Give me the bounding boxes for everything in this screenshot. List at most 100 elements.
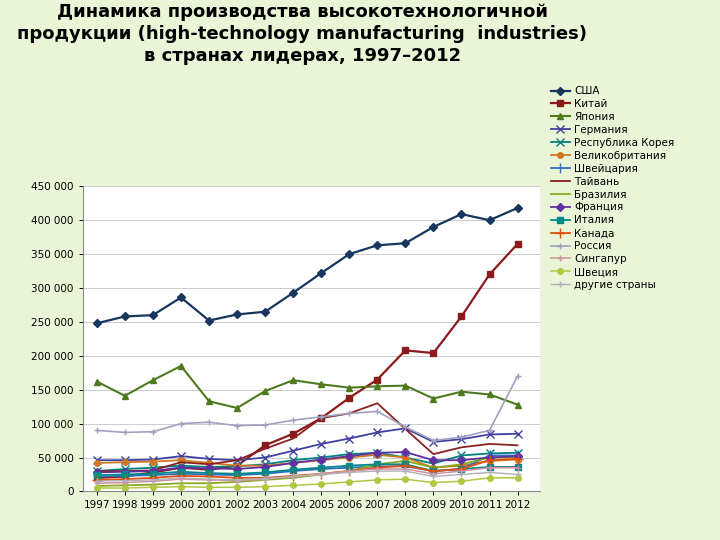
Германия: [148, 456, 157, 463]
Италия: [120, 471, 129, 478]
Швейцария: [120, 472, 129, 479]
Франция: [261, 464, 269, 470]
Бразилия: [120, 482, 129, 489]
Италия: [261, 469, 269, 476]
Япония: [176, 363, 185, 369]
Россия: [401, 424, 410, 430]
Line: США: США: [94, 205, 521, 326]
Италия: [345, 462, 354, 469]
Республика Корея: [345, 451, 354, 457]
Бразилия: [233, 478, 241, 485]
Италия: [373, 461, 382, 468]
Сингапур: [513, 464, 522, 471]
Швеция: [345, 478, 354, 485]
Line: Республика Корея: Республика Корея: [93, 449, 522, 475]
Швейцария: [176, 470, 185, 477]
Line: Франция: Франция: [94, 449, 521, 475]
Франция: [457, 457, 466, 463]
Россия: [176, 420, 185, 427]
Франция: [289, 460, 297, 466]
Республика Корея: [401, 454, 410, 461]
Сингапур: [345, 468, 354, 474]
Германия: [176, 453, 185, 460]
США: [176, 294, 185, 301]
Канада: [317, 470, 325, 477]
Канада: [401, 462, 410, 469]
Бразилия: [317, 471, 325, 478]
Китай: [513, 241, 522, 247]
другие страны: [513, 471, 522, 478]
Тайвань: [204, 461, 213, 468]
Италия: [204, 470, 213, 476]
Швейцария: [92, 473, 101, 480]
Франция: [148, 468, 157, 474]
Бразилия: [289, 475, 297, 481]
Швеция: [148, 484, 157, 490]
Япония: [317, 381, 325, 388]
Швеция: [373, 477, 382, 483]
США: [457, 211, 466, 217]
Тайвань: [289, 435, 297, 442]
Франция: [92, 469, 101, 476]
Канада: [233, 475, 241, 481]
Великобритания: [289, 460, 297, 466]
Line: Китай: Китай: [94, 241, 521, 481]
другие страны: [176, 475, 185, 481]
Республика Корея: [176, 462, 185, 469]
Бразилия: [345, 468, 354, 474]
Line: Великобритания: Великобритания: [94, 452, 521, 470]
Германия: [233, 457, 241, 463]
Китай: [457, 313, 466, 320]
Швеция: [289, 482, 297, 489]
Россия: [233, 422, 241, 429]
Франция: [233, 466, 241, 472]
Китай: [485, 271, 494, 278]
Швейцария: [401, 463, 410, 470]
Великобритания: [204, 460, 213, 466]
другие страны: [429, 473, 438, 480]
Великобритания: [485, 458, 494, 464]
США: [92, 320, 101, 327]
Россия: [92, 427, 101, 434]
Тайвань: [176, 459, 185, 465]
другие страны: [317, 471, 325, 478]
другие страны: [485, 469, 494, 476]
Республика Корея: [233, 463, 241, 470]
Бразилия: [148, 481, 157, 488]
Германия: [429, 438, 438, 445]
Швеция: [233, 484, 241, 490]
Германия: [317, 441, 325, 447]
Япония: [457, 388, 466, 395]
Германия: [373, 429, 382, 436]
Бразилия: [373, 461, 382, 468]
США: [429, 224, 438, 230]
Китай: [176, 464, 185, 471]
Республика Корея: [204, 464, 213, 470]
Италия: [485, 464, 494, 470]
Китай: [92, 475, 101, 481]
Республика Корея: [457, 452, 466, 458]
Япония: [345, 384, 354, 391]
Германия: [457, 436, 466, 442]
Line: Германия: Германия: [93, 424, 522, 464]
США: [204, 318, 213, 324]
Line: Бразилия: Бразилия: [96, 457, 518, 486]
США: [373, 242, 382, 248]
Бразилия: [457, 461, 466, 468]
Республика Корея: [148, 464, 157, 471]
Великобритания: [373, 451, 382, 458]
другие страны: [373, 468, 382, 474]
Великобритания: [513, 456, 522, 463]
Италия: [233, 470, 241, 477]
другие страны: [204, 476, 213, 482]
Швейцария: [233, 472, 241, 478]
Япония: [204, 398, 213, 404]
Россия: [120, 429, 129, 436]
Франция: [401, 449, 410, 455]
Республика Корея: [120, 466, 129, 472]
Республика Корея: [429, 461, 438, 467]
Канада: [345, 468, 354, 474]
Швейцария: [373, 463, 382, 470]
другие страны: [233, 477, 241, 483]
Республика Корея: [373, 449, 382, 456]
